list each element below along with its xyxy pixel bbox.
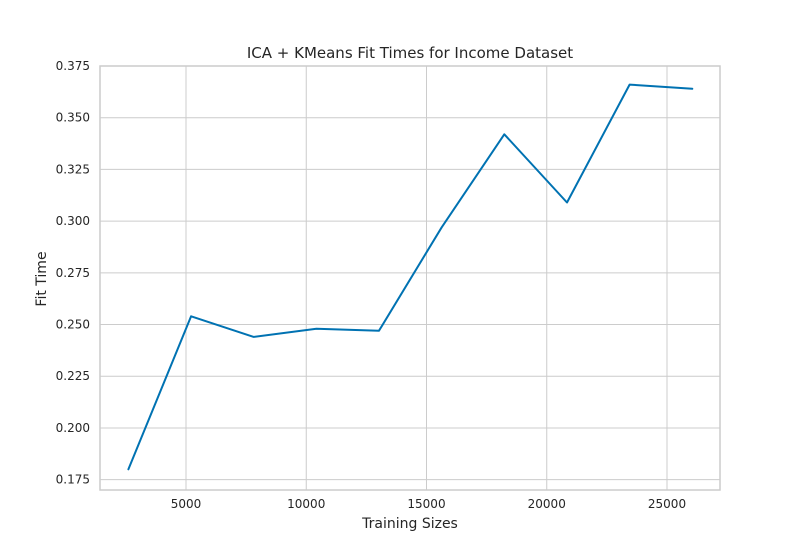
x-tick-label: 10000 xyxy=(287,497,325,511)
y-gridlines xyxy=(100,65,720,481)
y-tick-label: 0.275 xyxy=(56,266,90,280)
x-axis-label: Training Sizes xyxy=(361,516,458,532)
x-tick-labels: 5000 10000 15000 20000 25000 xyxy=(171,497,686,511)
y-tick-label: 0.250 xyxy=(56,318,90,332)
x-tick-label: 15000 xyxy=(407,497,445,511)
chart-title: ICA + KMeans Fit Times for Income Datase… xyxy=(247,44,573,62)
x-tick-label: 20000 xyxy=(528,497,566,511)
series-line xyxy=(127,83,694,471)
y-tick-label: 0.325 xyxy=(56,162,90,176)
y-tick-label: 0.225 xyxy=(56,369,90,383)
y-tick-labels: 0.175 0.200 0.225 0.250 0.275 0.300 0.325 0.350… xyxy=(56,59,90,487)
y-axis-label: Fit Time xyxy=(34,251,50,306)
y-tick-label: 0.375 xyxy=(56,59,90,73)
y-tick-label: 0.175 xyxy=(56,473,90,487)
x-tick-label: 25000 xyxy=(648,497,686,511)
x-gridlines xyxy=(185,66,668,490)
x-tick-label: 5000 xyxy=(171,497,202,511)
y-tick-label: 0.300 xyxy=(56,214,90,228)
series-layer xyxy=(127,83,694,471)
y-tick-label: 0.350 xyxy=(56,111,90,125)
y-tick-label: 0.200 xyxy=(56,421,90,435)
